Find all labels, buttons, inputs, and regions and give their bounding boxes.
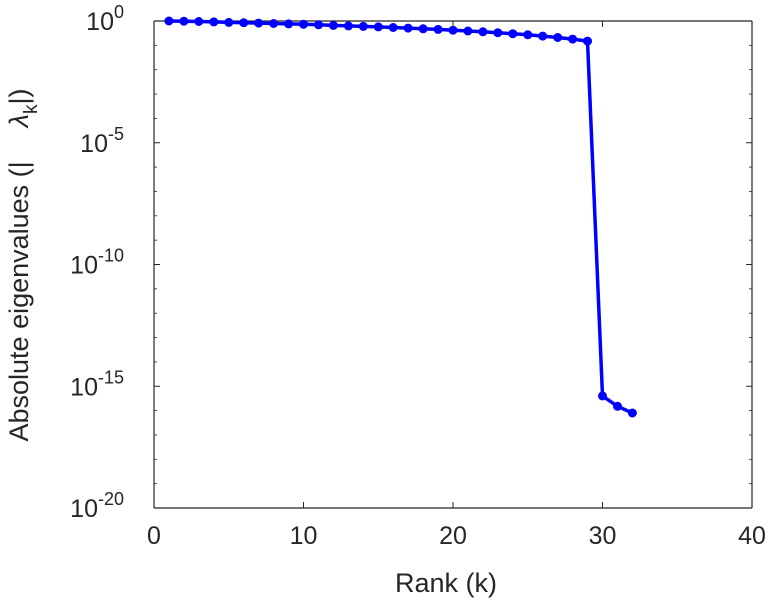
x-tick-label: 10 <box>290 522 318 550</box>
y-tick-label: 10-10 <box>70 246 124 280</box>
data-point-marker <box>478 27 488 37</box>
data-point-marker <box>583 36 592 46</box>
data-point-marker <box>523 30 533 40</box>
series-line <box>168 19 634 415</box>
data-point-marker <box>403 23 413 33</box>
data-point-marker <box>627 408 637 418</box>
data-point-marker <box>433 24 443 34</box>
y-tick-label: 100 <box>86 2 124 36</box>
data-point-marker <box>239 18 249 28</box>
data-point-marker <box>179 16 189 26</box>
data-point-marker <box>508 29 518 39</box>
data-point-marker <box>493 28 503 38</box>
data-point-marker <box>538 31 548 41</box>
data-point-marker <box>194 17 204 26</box>
axis-ticks: 0 10 20 30 40 100 10-5 10-10 10-15 10-20 <box>70 2 766 550</box>
y-axis-label: Absolute eigenvalues (| λk|) <box>4 88 42 441</box>
x-tick-label: 40 <box>738 522 766 550</box>
data-point-marker <box>164 16 174 26</box>
y-tick-label: 10-5 <box>80 124 124 158</box>
data-point-marker <box>209 17 219 27</box>
data-point-marker <box>373 22 383 32</box>
data-point-marker <box>299 19 308 29</box>
plot-area <box>153 20 753 509</box>
y-axis-label-lambda: λ <box>4 114 34 129</box>
data-point-marker <box>314 20 323 30</box>
data-point-marker <box>269 19 279 28</box>
y-tick-label: 10-20 <box>70 489 124 523</box>
data-point-marker <box>254 18 264 28</box>
data-point-marker <box>343 21 353 31</box>
data-point-marker <box>613 401 622 411</box>
y-tick-label: 10-15 <box>70 367 124 401</box>
data-point-marker <box>328 20 338 30</box>
data-point-marker <box>224 17 234 27</box>
data-point-marker <box>418 24 428 34</box>
data-point-marker <box>358 21 368 31</box>
x-tick-label: 0 <box>147 522 161 550</box>
data-point-marker <box>284 19 294 29</box>
x-tick-label: 20 <box>439 522 467 550</box>
data-point-marker <box>553 33 563 42</box>
series-layer <box>164 16 637 418</box>
x-axis-label: Rank (k) <box>395 568 497 598</box>
data-point-marker <box>598 391 607 401</box>
data-point-marker <box>463 26 473 36</box>
data-point-marker <box>388 23 398 32</box>
y-axis-label-sub: k <box>21 104 42 114</box>
x-tick-label: 30 <box>589 522 617 550</box>
data-point-marker <box>568 34 578 44</box>
data-point-marker <box>448 25 458 35</box>
y-axis-label-suffix: |) <box>4 88 34 104</box>
y-axis-label-prefix: Absolute eigenvalues (| <box>4 161 34 441</box>
